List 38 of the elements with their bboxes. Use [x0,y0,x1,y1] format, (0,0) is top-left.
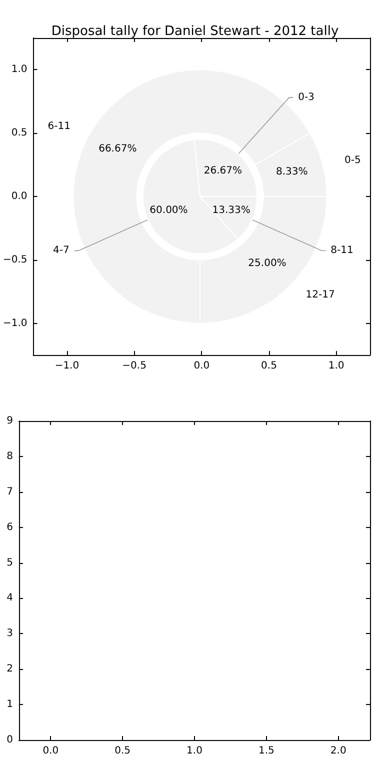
x-tick-label: 0.0 [194,360,210,372]
x-tick-label: 2.0 [330,746,346,756]
y-tick-label: 4 [6,592,13,604]
y-tick-label: 7 [6,486,13,498]
x-tick-label: 1.5 [258,746,274,756]
y-tick-label: 1.0 [11,64,28,76]
y-tick-label: 1 [6,699,13,710]
x-tick-label: −0.5 [122,360,146,372]
x-tick-label: 1.0 [328,360,344,372]
slice-label: 0-5 [344,154,361,166]
data-label: 13.33% [212,204,250,216]
slice-label: 0-3 [298,92,314,104]
y-tick-label: 9 [6,416,13,426]
slice-label: 8-11 [330,245,354,256]
data-label: 60.00% [150,204,188,216]
x-tick-label: 0.0 [42,746,59,756]
y-tick-label: −1.0 [2,318,28,329]
y-tick-label: 5 [6,557,13,568]
data-label: 25.00% [248,258,286,270]
y-tick-label: 0.5 [11,128,28,139]
y-tick-label: 0.0 [11,191,28,202]
data-label: 26.67% [204,166,242,177]
y-tick-label: 6 [6,522,13,533]
y-tick-label: −0.5 [2,254,28,266]
slice-label: 6-11 [48,121,70,132]
chart-title: Disposal tally for Daniel Stewart - 2012 tally [51,24,339,39]
y-tick-label: 8 [6,450,13,462]
data-label: 8.33% [276,166,308,178]
x-tick-label: 0.5 [261,360,277,372]
y-tick-label: 3 [6,628,13,640]
y-tick-label: 2 [6,664,13,675]
y-tick-label: 0 [6,734,13,746]
slice-label: 4-7 [53,245,70,256]
x-tick-label: 0.5 [114,746,131,756]
data-label: 66.67% [98,143,137,154]
slice-label: 12-17 [306,290,335,301]
x-tick-label: −1.0 [54,360,80,372]
x-tick-label: 1.0 [186,746,202,756]
